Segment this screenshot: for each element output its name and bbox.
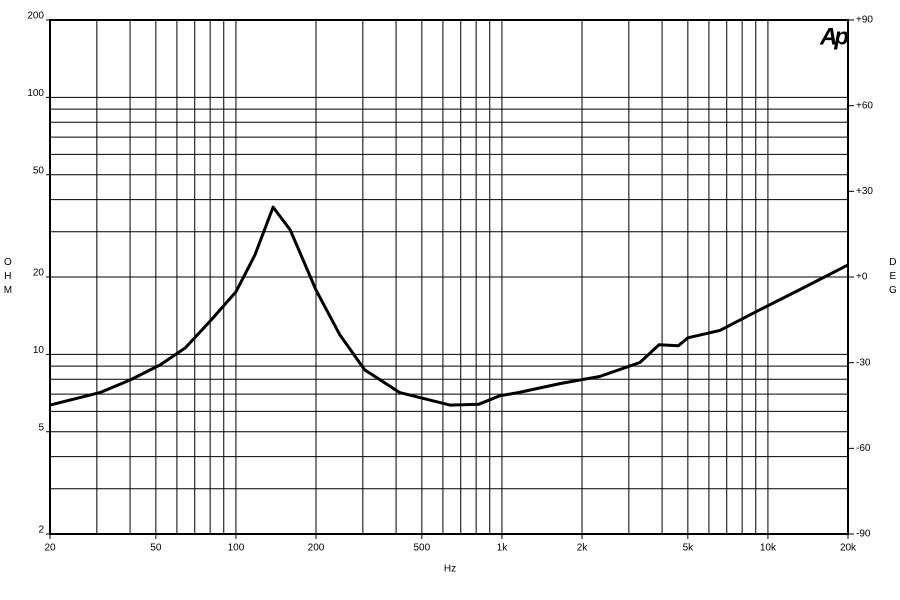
y-tick-label: 100 — [27, 88, 44, 99]
x-tick-label: 5k — [683, 543, 695, 554]
y2-tick-label: -30 — [856, 357, 871, 368]
x-tick-label: 100 — [228, 543, 245, 554]
y2-tick-label: +60 — [856, 100, 873, 111]
x-tick-label: 500 — [414, 543, 431, 554]
y2-tick-label: -60 — [856, 443, 871, 454]
y-axis-label: OHM — [2, 257, 13, 299]
y-tick-label: 20 — [33, 268, 45, 279]
x-tick-label: 50 — [150, 543, 162, 554]
logo: Ap — [819, 23, 848, 50]
x-tick-label: 20k — [840, 543, 857, 554]
x-axis-label: Hz — [444, 564, 456, 575]
y2-tick-label: +30 — [856, 186, 873, 197]
y-tick-label: 200 — [27, 11, 44, 22]
impedance-curve — [49, 205, 849, 407]
x-tick-label: 2k — [577, 543, 589, 554]
x-tick-label: 10k — [760, 543, 777, 554]
y2-axis-label: DEG — [887, 257, 898, 299]
y2-tick-label: -90 — [856, 529, 871, 540]
y2-tick-label: +90 — [856, 15, 873, 26]
y-tick-label: 50 — [33, 165, 45, 176]
x-tick-label: 200 — [308, 543, 325, 554]
y-tick-label: 5 — [38, 422, 44, 433]
x-tick-label: 20 — [44, 543, 56, 554]
y-tick-label: 10 — [33, 345, 45, 356]
x-tick-label: 1k — [497, 543, 509, 554]
y-tick-label: 2 — [38, 525, 44, 536]
y2-tick-label: +0 — [856, 272, 868, 283]
